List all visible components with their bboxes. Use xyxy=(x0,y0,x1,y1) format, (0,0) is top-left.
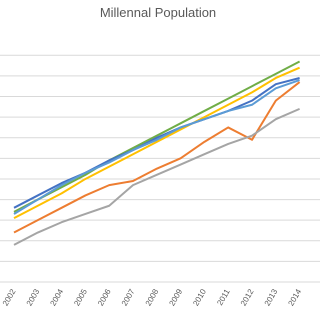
x-tick-label: 2005 xyxy=(72,287,89,307)
line-series xyxy=(13,60,301,213)
x-tick-label: 2008 xyxy=(144,287,161,307)
x-tick-label: 2011 xyxy=(215,287,232,307)
x-tick-label: 2004 xyxy=(48,287,65,307)
line-series xyxy=(13,77,300,209)
x-tick-label: 2006 xyxy=(96,287,113,307)
line-series xyxy=(13,79,300,215)
chart-title: Millennal Population xyxy=(100,5,216,20)
x-tick-label: 2009 xyxy=(167,287,184,307)
x-tick-label: 2007 xyxy=(120,287,137,307)
x-tick-label: 2002 xyxy=(1,287,18,307)
x-tick-label: 2013 xyxy=(263,287,280,307)
x-tick-label: 2010 xyxy=(191,287,208,307)
line-series xyxy=(13,107,300,246)
line-series xyxy=(13,66,300,220)
x-tick-label: 2003 xyxy=(25,287,42,307)
x-tick-label: 2012 xyxy=(239,287,256,307)
line-series xyxy=(13,81,301,234)
x-tick-label: 2014 xyxy=(286,287,303,307)
